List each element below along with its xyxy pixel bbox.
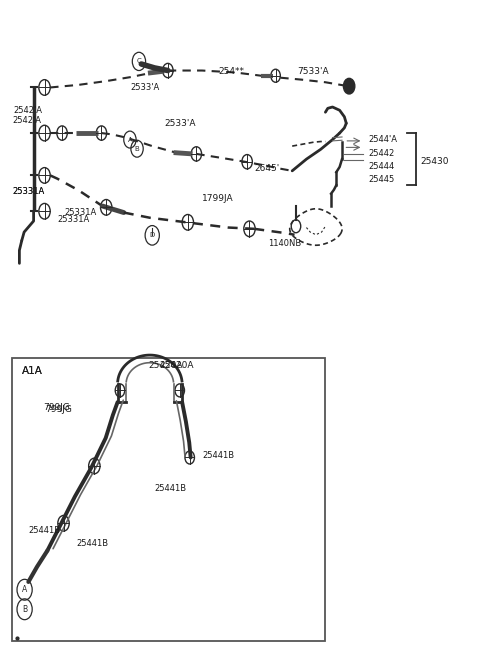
Text: D: D bbox=[150, 233, 155, 238]
Text: 1140NB: 1140NB bbox=[268, 239, 302, 248]
Text: 2533'A: 2533'A bbox=[164, 119, 195, 128]
Text: 25441B: 25441B bbox=[202, 451, 234, 460]
Text: B: B bbox=[22, 605, 27, 614]
Text: 25442: 25442 bbox=[368, 149, 395, 158]
Text: 25420A: 25420A bbox=[148, 361, 183, 370]
Text: 25331A: 25331A bbox=[57, 215, 90, 223]
Text: 7533'A: 7533'A bbox=[297, 66, 328, 76]
Text: 2533'A: 2533'A bbox=[131, 83, 160, 92]
Text: C: C bbox=[137, 58, 141, 64]
Text: 799JG: 799JG bbox=[43, 403, 70, 413]
Text: 25331A: 25331A bbox=[12, 187, 45, 196]
Text: 25441B: 25441B bbox=[29, 526, 61, 535]
Text: 2542'A: 2542'A bbox=[12, 116, 41, 125]
Text: B: B bbox=[135, 146, 139, 152]
Text: 25430: 25430 bbox=[420, 156, 449, 166]
Text: A1A: A1A bbox=[22, 366, 43, 376]
Text: 2645': 2645' bbox=[254, 164, 279, 173]
Text: 2542'A: 2542'A bbox=[13, 106, 42, 115]
Text: A1A: A1A bbox=[22, 366, 43, 376]
Circle shape bbox=[343, 78, 355, 94]
Text: 2544'A: 2544'A bbox=[368, 135, 397, 144]
Text: 1799JA: 1799JA bbox=[202, 194, 234, 203]
Text: 254**: 254** bbox=[219, 66, 245, 76]
Text: 25331A: 25331A bbox=[12, 187, 45, 196]
Text: 25441B: 25441B bbox=[155, 484, 187, 493]
Text: 25441B: 25441B bbox=[76, 539, 108, 548]
Text: 799JG: 799JG bbox=[46, 405, 72, 415]
Text: 25420A: 25420A bbox=[159, 361, 194, 370]
Text: 25331A: 25331A bbox=[64, 208, 96, 217]
Bar bbox=[12, 358, 325, 641]
Text: 25444: 25444 bbox=[368, 162, 395, 171]
Text: A: A bbox=[22, 585, 27, 594]
Text: 25445: 25445 bbox=[368, 175, 395, 185]
Text: A: A bbox=[128, 137, 132, 143]
